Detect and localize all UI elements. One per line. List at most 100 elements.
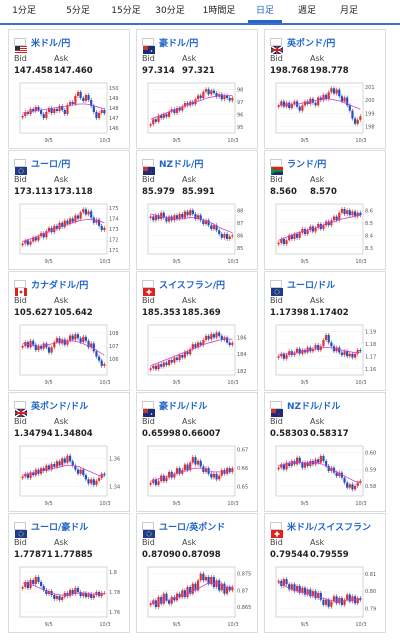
pair-name-link[interactable]: 豪ドル/ドル bbox=[159, 402, 208, 412]
currency-card: カナダドル/円 Bid Ask 105.627 105.642 108 107 106 9/5 1… bbox=[8, 271, 130, 391]
candle-body bbox=[212, 334, 216, 338]
currency-card: ランド/円 Bid Ask 8.560 8.570 8.6 8.5 8.4 8.3 9/5 10/3 bbox=[264, 150, 386, 270]
candle-body bbox=[280, 101, 283, 106]
pair-name-link[interactable]: ユーロ/豪ドル bbox=[31, 523, 89, 533]
bid-value: 147.458 bbox=[14, 66, 53, 76]
ask-label: Ask bbox=[182, 538, 197, 547]
candle-body bbox=[68, 335, 72, 341]
card-header: カナダドル/円 bbox=[14, 278, 126, 296]
pair-name-link[interactable]: NZドル/円 bbox=[159, 160, 204, 170]
candle-body bbox=[338, 212, 341, 221]
y-tick-label: 147 bbox=[109, 116, 119, 122]
pair-name-link[interactable]: 米ドル/円 bbox=[31, 39, 71, 49]
candle-body bbox=[228, 587, 231, 591]
candle-body bbox=[196, 580, 200, 591]
tab-8[interactable]: 月足 bbox=[339, 6, 358, 16]
y-tick-label: 1.76 bbox=[109, 610, 120, 616]
bid-value: 105.627 bbox=[14, 308, 53, 318]
candle-body bbox=[228, 236, 231, 239]
pair-name-link[interactable]: ユーロ/ドル bbox=[287, 281, 336, 291]
y-tick-label: 1.34 bbox=[109, 484, 120, 490]
pair-name-link[interactable]: 英ポンド/円 bbox=[287, 39, 336, 49]
pair-name-link[interactable]: スイスフラン/円 bbox=[159, 281, 226, 291]
candle-body bbox=[58, 596, 61, 600]
y-tick-label: 1.8 bbox=[109, 570, 117, 576]
candle-body bbox=[152, 365, 155, 369]
y-tick-label: 88 bbox=[237, 208, 243, 214]
moving-average-line bbox=[22, 103, 105, 114]
candle-body bbox=[343, 477, 346, 483]
tab-3[interactable]: 15分足 bbox=[111, 6, 141, 16]
candle-body bbox=[53, 595, 56, 599]
candle-body bbox=[152, 119, 155, 125]
candle-body bbox=[322, 456, 325, 461]
candle-body bbox=[324, 94, 328, 99]
candle-body bbox=[66, 105, 69, 114]
candle-body bbox=[210, 225, 213, 229]
candle-body bbox=[76, 215, 80, 219]
pair-name-link[interactable]: 豪ドル/円 bbox=[159, 39, 199, 49]
candle-body bbox=[204, 220, 208, 224]
tab-1[interactable]: 1分足 bbox=[12, 6, 36, 16]
pair-name-link[interactable]: ユーロ/円 bbox=[31, 160, 71, 170]
candle-body bbox=[353, 211, 357, 217]
candle-body bbox=[191, 210, 194, 214]
tab-5[interactable]: 1時間足 bbox=[202, 6, 236, 16]
y-tick-label: 107 bbox=[109, 344, 119, 350]
candle-body bbox=[76, 588, 80, 592]
tab-6[interactable]: 日足 bbox=[248, 0, 282, 23]
tab-2[interactable]: 5分足 bbox=[66, 6, 90, 16]
y-tick-label: 148 bbox=[109, 106, 119, 112]
candle-body bbox=[173, 109, 176, 113]
moving-average-line bbox=[278, 462, 361, 484]
candle-body bbox=[290, 104, 293, 108]
y-tick-label: 0.80 bbox=[365, 589, 376, 595]
candle-body bbox=[32, 580, 35, 584]
candle-body bbox=[293, 352, 296, 355]
candle-body bbox=[306, 462, 309, 466]
candle-body bbox=[178, 355, 181, 360]
candle-body bbox=[220, 470, 223, 476]
ask-value: 1.17402 bbox=[310, 308, 349, 318]
candle-body bbox=[63, 220, 66, 227]
moving-average-line bbox=[150, 338, 233, 367]
candle-body bbox=[282, 239, 286, 244]
y-tick-label: 0.59 bbox=[365, 467, 376, 473]
ask-value: 1.77885 bbox=[54, 550, 93, 560]
tab-7[interactable]: 週足 bbox=[297, 6, 316, 16]
candle-body bbox=[293, 234, 296, 239]
x-tick-label: 10/3 bbox=[355, 501, 366, 507]
candle-body bbox=[50, 464, 53, 470]
bid-value: 0.58303 bbox=[270, 429, 309, 439]
x-tick-label: 9/5 bbox=[173, 622, 181, 628]
tab-4[interactable]: 30分足 bbox=[155, 6, 185, 16]
bid-value: 1.77871 bbox=[14, 550, 53, 560]
y-tick-label: 0.58 bbox=[365, 484, 376, 490]
candle-body bbox=[181, 214, 184, 218]
candle-body bbox=[162, 593, 165, 604]
candle-body bbox=[351, 353, 354, 358]
pair-name-link[interactable]: NZドル/ドル bbox=[287, 402, 341, 412]
candle-body bbox=[71, 335, 74, 340]
candle-body bbox=[178, 593, 181, 597]
candle-body bbox=[189, 462, 192, 471]
pair-name-link[interactable]: ランド/円 bbox=[287, 160, 327, 170]
candle-body bbox=[79, 92, 82, 98]
candle-body bbox=[348, 210, 351, 216]
pair-name-link[interactable]: 米ドル/スイスフラン bbox=[287, 523, 372, 533]
candle-body bbox=[298, 585, 301, 593]
pair-name-link[interactable]: ユーロ/英ポンド bbox=[159, 523, 226, 533]
y-tick-label: 0.875 bbox=[237, 572, 251, 578]
candle-body bbox=[288, 462, 291, 466]
candle-body bbox=[165, 362, 168, 365]
candle-body bbox=[346, 210, 349, 214]
candle-body bbox=[207, 335, 210, 340]
pair-name-link[interactable]: 英ポンド/ドル bbox=[31, 402, 89, 412]
candle-body bbox=[314, 102, 317, 106]
candle-body bbox=[306, 101, 309, 105]
candle-body bbox=[202, 573, 205, 581]
candle-body bbox=[61, 106, 64, 110]
y-tick-label: 201 bbox=[365, 85, 375, 91]
candle-body bbox=[212, 90, 216, 93]
pair-name-link[interactable]: カナダドル/円 bbox=[31, 281, 89, 291]
